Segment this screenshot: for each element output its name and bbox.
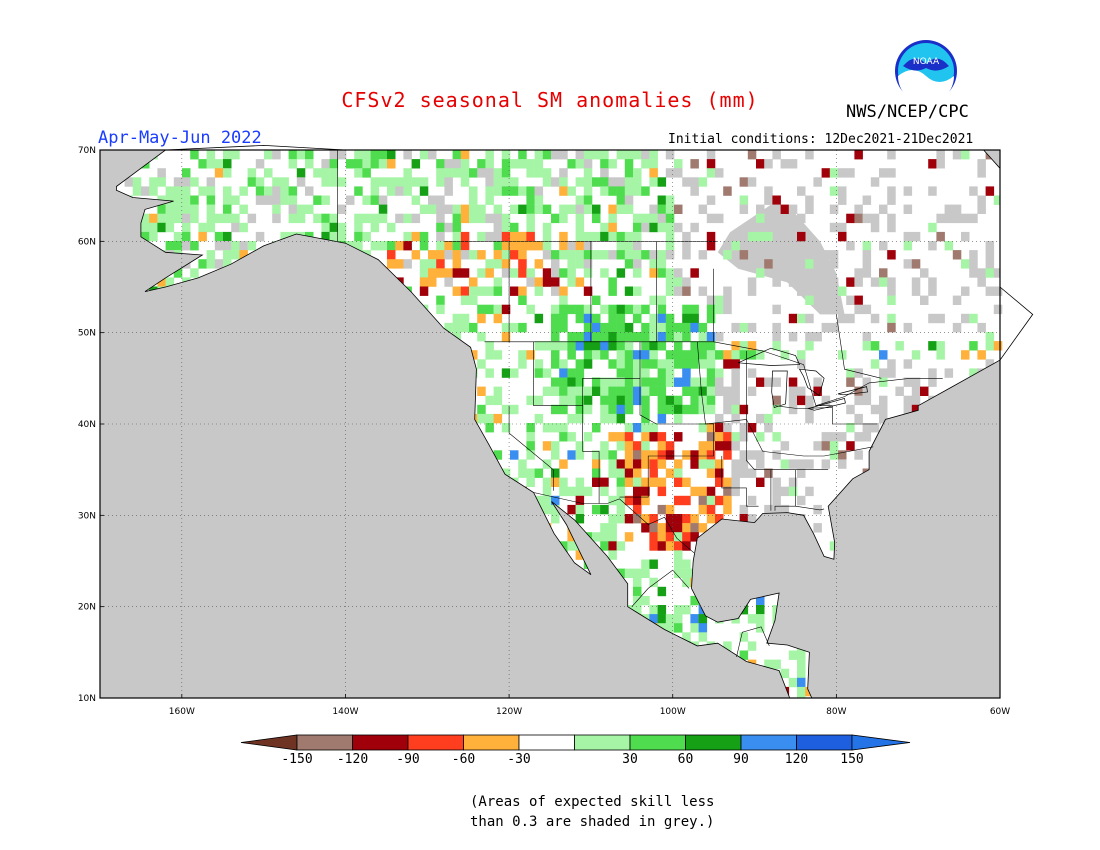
noaa-logo: NOAA <box>895 40 957 104</box>
legend-label: -120 <box>337 752 368 767</box>
organization-label: NWS/NCEP/CPC <box>846 102 969 122</box>
season-label: Apr-May-Jun 2022 <box>98 128 262 148</box>
legend-swatch <box>518 734 575 751</box>
lon-tick-label: 80W <box>826 707 846 717</box>
legend-swatch <box>463 734 520 751</box>
skill-note-line-1: (Areas of expected skill less <box>470 794 715 810</box>
initial-conditions-label: Initial conditions: 12Dec2021-21Dec2021 <box>668 132 974 147</box>
legend-swatch <box>740 734 797 751</box>
legend-label: 120 <box>785 752 808 767</box>
legend-label: 150 <box>840 752 863 767</box>
lat-tick-label: 30N <box>78 511 96 521</box>
lon-tick-label: 60W <box>990 707 1010 717</box>
lon-tick-label: 120W <box>496 707 522 717</box>
legend-label: -90 <box>396 752 419 767</box>
lon-tick-label: 160W <box>169 707 195 717</box>
lat-tick-label: 20N <box>78 603 96 613</box>
legend-swatch <box>407 734 464 751</box>
coastline <box>116 144 1034 699</box>
lat-tick-label: 50N <box>78 329 96 339</box>
legend-arrow-high <box>851 734 911 751</box>
great-lakes <box>738 347 868 411</box>
skill-note: (Areas of expected skill less than 0.3 a… <box>470 792 714 832</box>
lat-tick-label: 70N <box>78 146 96 156</box>
legend-label: -60 <box>452 752 475 767</box>
legend-swatch <box>685 734 742 751</box>
legend-label: -150 <box>281 752 312 767</box>
legend-label: -30 <box>507 752 530 767</box>
legend-swatch <box>796 734 853 751</box>
legend-label: 30 <box>622 752 638 767</box>
lat-tick-label: 60N <box>78 237 96 247</box>
legend-swatch <box>296 734 353 751</box>
lat-tick-label: 40N <box>78 420 96 430</box>
legend-swatch <box>574 734 631 751</box>
legend-swatch <box>629 734 686 751</box>
legend-arrow-low <box>240 734 298 751</box>
lat-tick-label: 10N <box>78 694 96 704</box>
svg-text:NOAA: NOAA <box>913 57 940 67</box>
skill-note-line-2: than 0.3 are shaded in grey.) <box>470 814 715 830</box>
map-plot-area: 70N 60N 50N 40N 30N 20N 10N 160W 140W 120W 100W 80W… <box>78 144 1034 717</box>
lon-tick-label: 100W <box>660 707 686 717</box>
legend-swatch <box>352 734 409 751</box>
map-title: CFSv2 seasonal SM anomalies (mm) <box>341 88 759 112</box>
lon-tick-label: 140W <box>332 707 358 717</box>
legend-label: 90 <box>733 752 749 767</box>
legend-label: 60 <box>678 752 694 767</box>
graticule <box>100 150 1000 698</box>
political-borders <box>336 150 943 657</box>
